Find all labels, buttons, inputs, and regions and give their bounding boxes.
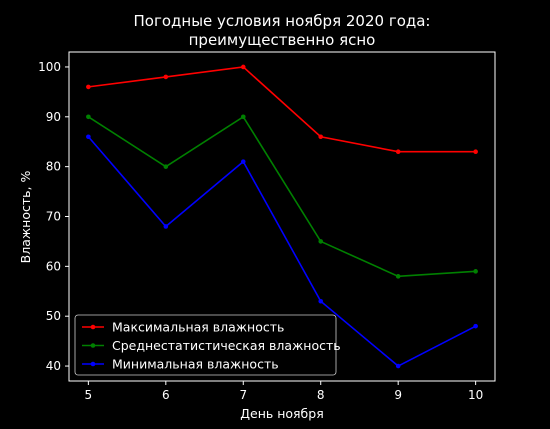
y-tick-label: 40 <box>46 359 61 373</box>
legend-swatch-marker <box>90 343 96 348</box>
data-point <box>318 134 324 140</box>
series-line-0 <box>88 66 476 153</box>
data-point <box>240 159 246 164</box>
legend-label: Среднестатистическая влажность <box>112 338 341 353</box>
data-point <box>86 114 91 120</box>
y-tick-label: 80 <box>46 160 61 174</box>
legend-label: Минимальная влажность <box>112 357 279 372</box>
y-tick-label: 90 <box>46 110 61 124</box>
x-tick-label: 7 <box>239 388 247 402</box>
series-line-1 <box>87 115 476 278</box>
legend-swatch-marker <box>90 324 96 330</box>
data-point <box>395 149 401 154</box>
legend-label: Максимальная влажность <box>112 320 284 335</box>
data-point <box>473 269 478 274</box>
data-point <box>163 224 169 229</box>
data-point <box>240 64 246 70</box>
y-tick-label: 100 <box>38 60 61 74</box>
data-point <box>473 323 478 329</box>
legend: Максимальная влажность Среднестатистическ… <box>74 314 341 376</box>
data-point <box>318 239 324 244</box>
y-tick-label: 50 <box>46 309 61 323</box>
y-axis-label: Влажность, % <box>18 171 33 264</box>
plot-frame <box>68 51 496 382</box>
data-point <box>86 84 91 90</box>
x-tick-label: 10 <box>468 388 483 402</box>
legend-swatch-marker <box>90 361 96 367</box>
data-point <box>318 298 324 304</box>
x-axis-ticks: 5 6 7 8 9 10 <box>85 381 483 402</box>
y-tick-label: 70 <box>46 210 61 224</box>
data-point <box>163 164 169 169</box>
data-point <box>163 74 169 80</box>
x-tick-label: 9 <box>394 388 402 402</box>
y-axis-ticks: 40 50 60 70 80 90 100 <box>38 60 69 373</box>
data-point <box>473 149 478 154</box>
x-tick-label: 8 <box>317 388 325 402</box>
data-point <box>240 114 246 120</box>
series-layer <box>86 64 478 369</box>
x-tick-label: 5 <box>85 388 93 402</box>
data-point <box>86 134 91 140</box>
chart-title: Погодные условия ноября 2020 года: <box>134 12 431 30</box>
y-tick-label: 60 <box>46 259 61 273</box>
data-point <box>395 274 401 279</box>
data-point <box>395 363 401 369</box>
x-axis-label: День ноября <box>240 406 323 421</box>
series-line-2 <box>87 136 477 367</box>
chart-subtitle: преимущественно ясно <box>189 31 376 49</box>
x-tick-label: 6 <box>162 388 170 402</box>
legend-box <box>74 314 337 376</box>
